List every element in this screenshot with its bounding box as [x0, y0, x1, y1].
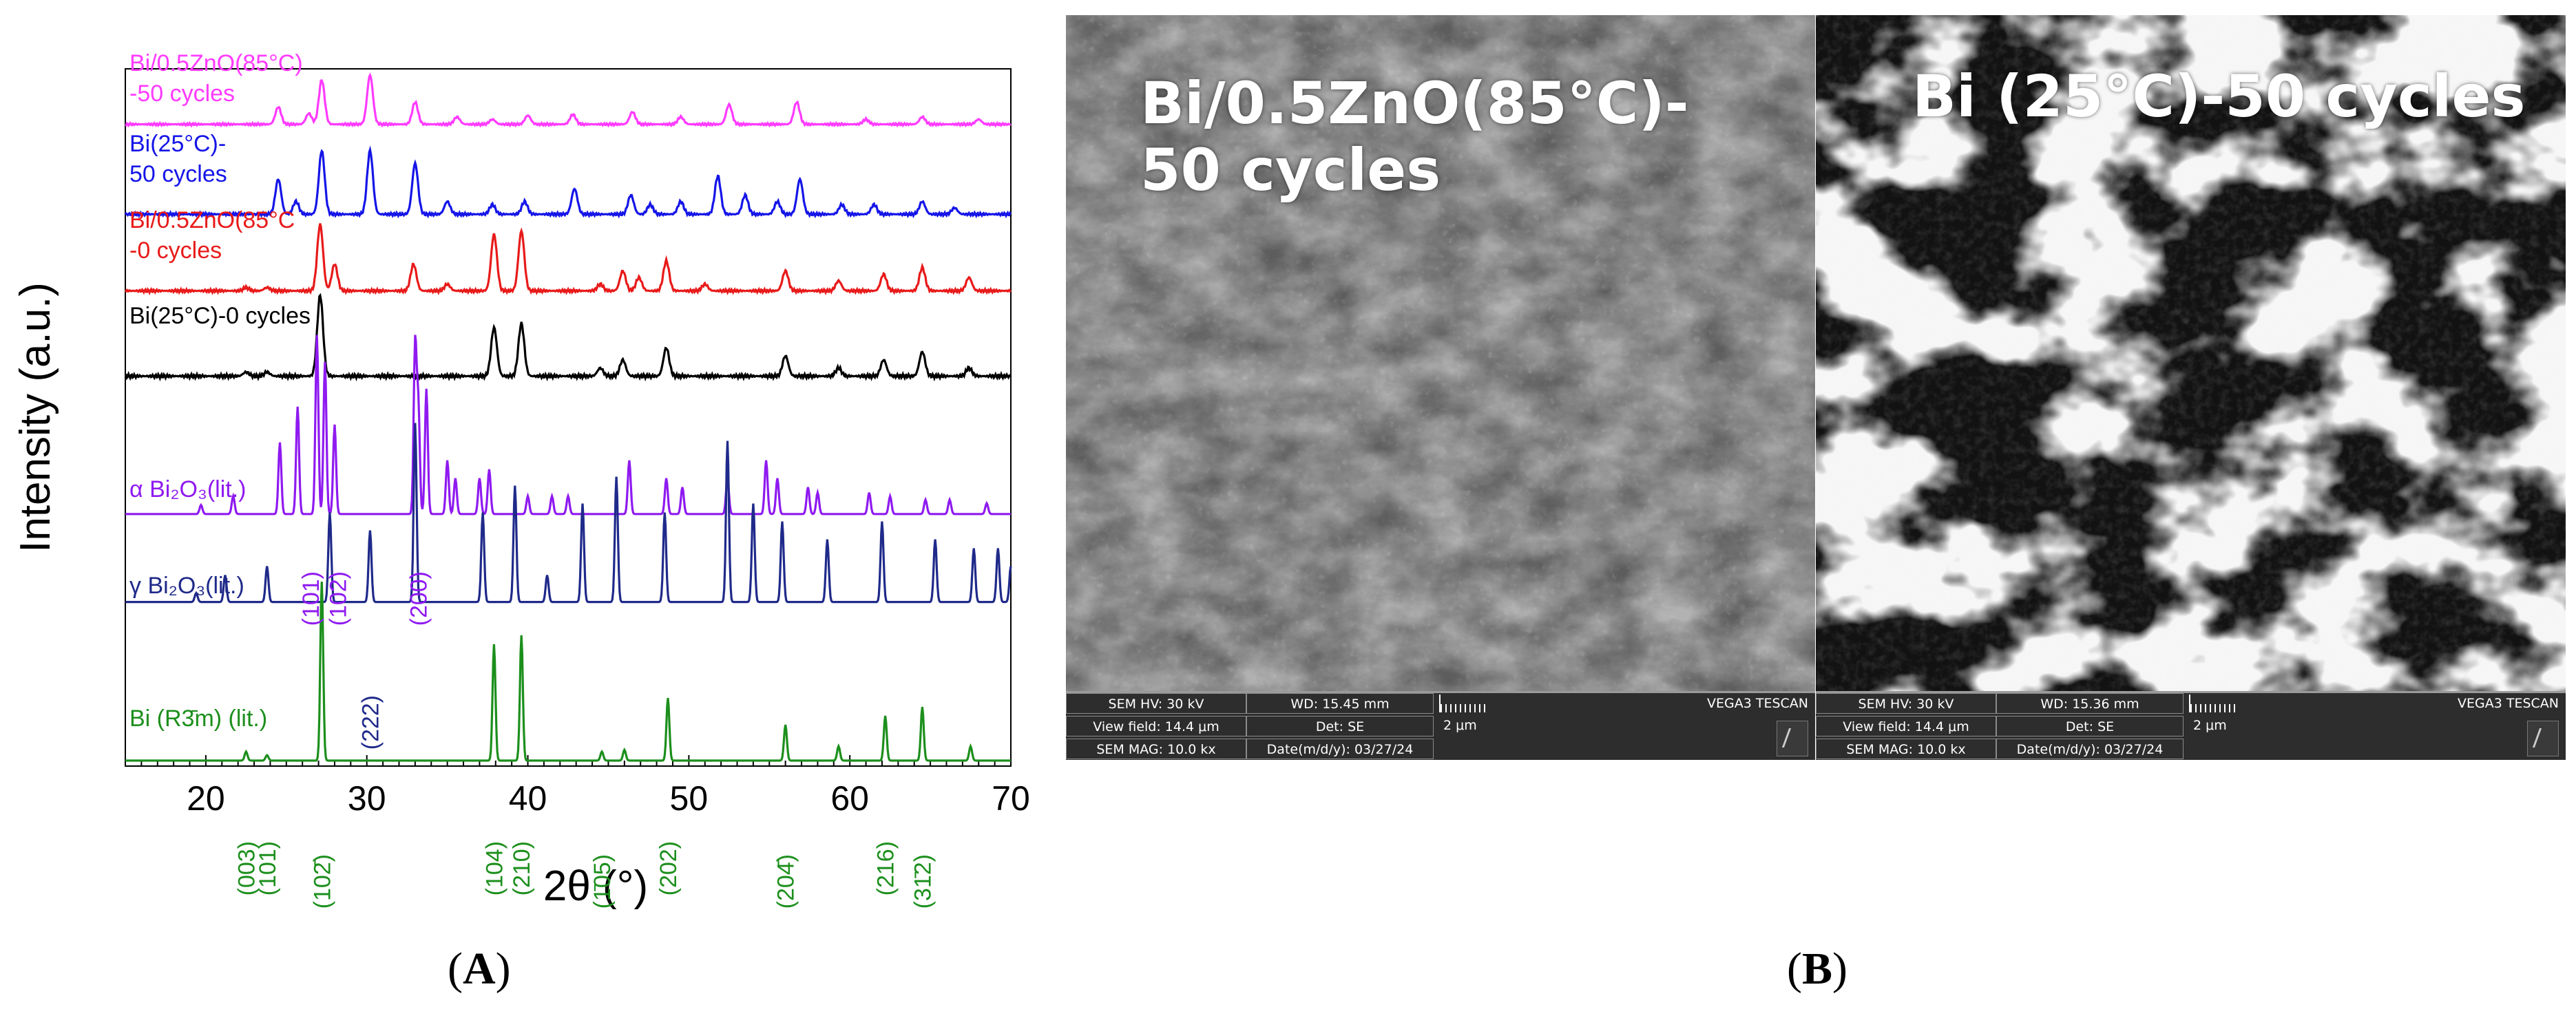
sem-image-left: Bi/0.5ZnO(85°C)- 50 cycles SEM HV: 30 kV…	[1066, 15, 1815, 760]
series-line-2	[124, 223, 1012, 296]
x-axis-label: 2θ (°)	[543, 862, 648, 910]
panel-a-caption: (A)	[448, 944, 511, 994]
series-label-1: Bi(25°C)-	[129, 131, 226, 157]
hkl-annotation: (202)	[656, 841, 682, 895]
y-axis-label: Intensity (a.u.)	[12, 282, 59, 553]
tescan-logo-icon	[1777, 721, 1808, 756]
sem-left-view-field: View field: 14.4 μm	[1066, 716, 1246, 736]
xrd-chart-panel: 20 30 40 50 60 70 2θ (°) Intensity (a.u.) Bi/0.5…	[0, 0, 1033, 1018]
sem-right-scale-bar	[2189, 694, 2239, 712]
hkl-annotation: (31̄2)	[910, 854, 936, 909]
sem-right-scale-label: 2 μm	[2193, 718, 2227, 733]
sem-right-title: Bi (25°C)-50 cycles	[1912, 63, 2532, 130]
sem-left-scale-label: 2 μm	[1443, 718, 1477, 733]
panel-b-letter: B	[1801, 944, 1833, 994]
series-line-1	[124, 145, 1012, 219]
series-label-2: -0 cycles	[129, 237, 222, 264]
panel-b-caption: (B)	[1787, 944, 1847, 994]
series-label-0: -50 cycles	[129, 81, 235, 107]
sem-right-title-text: Bi (25°C)-50 cycles	[1912, 63, 2526, 130]
hkl-annotation: (101)	[298, 571, 324, 626]
hkl-annotation: (210)	[509, 841, 535, 895]
x-tick-label: 40	[509, 779, 547, 818]
sem-right-wd: WD: 15.36 mm	[1996, 693, 2184, 714]
sem-micrograph-right	[1816, 15, 2566, 691]
xrd-chart: 20 30 40 50 60 70 2θ (°) Intensity (a.u.) Bi/0.5…	[12, 50, 1030, 910]
hkl-annotation: (216)	[873, 841, 899, 895]
sem-right-info-bar: SEM HV: 30 kV WD: 15.36 mm View field: 1…	[1816, 691, 2566, 760]
panel-a-letter: A	[462, 944, 496, 994]
series-label-2: Bi/0.5ZnO(85°C	[129, 207, 295, 233]
sem-image-right: Bi (25°C)-50 cycles SEM HV: 30 kV WD: 15…	[1816, 15, 2566, 760]
sem-right-date: Date(m/d/y): 03/27/24	[1996, 739, 2184, 759]
sem-left-hv: SEM HV: 30 kV	[1066, 693, 1246, 714]
sem-left-brand: VEGA3 TESCAN	[1707, 696, 1808, 711]
sem-left-mag: SEM MAG: 10.0 kx	[1066, 739, 1246, 759]
sem-right-brand: VEGA3 TESCAN	[2458, 696, 2559, 711]
x-tick-label: 60	[830, 779, 869, 818]
x-tick-label: 70	[992, 779, 1030, 818]
x-tick-label: 20	[187, 779, 225, 818]
hkl-annotation: (104)	[481, 841, 507, 895]
hkl-annotation: (1̄05)	[589, 854, 616, 909]
series-line-3	[125, 293, 1012, 382]
series-line-5	[125, 423, 1012, 604]
x-tick-label: 30	[348, 779, 386, 818]
hkl-annotation: (003)	[233, 841, 260, 895]
sem-left-title: Bi/0.5ZnO(85°C)- 50 cycles	[1140, 70, 1760, 203]
sem-micrograph-left	[1066, 15, 1815, 691]
series-line-4	[125, 335, 1011, 516]
series-label-5: γ Bi₂O₃(lit.)	[129, 573, 244, 599]
series-label-1: 50 cycles	[129, 161, 227, 187]
sem-right-view-field: View field: 14.4 μm	[1816, 716, 1996, 736]
x-tick-label: 50	[670, 779, 709, 818]
series-label-6: Bi (R3̄m) (lit.)	[129, 706, 267, 732]
sem-left-info-bar: SEM HV: 30 kV WD: 15.45 mm View field: 1…	[1066, 691, 1815, 760]
hkl-annotation: (222)	[357, 695, 384, 750]
series-label-3: Bi(25°C)-0 cycles	[129, 303, 311, 329]
sem-left-title-text: Bi/0.5ZnO(85°C)- 50 cycles	[1140, 70, 1689, 204]
sem-left-date: Date(m/d/y): 03/27/24	[1246, 739, 1434, 759]
hkl-annotation: (200)	[406, 571, 432, 626]
hkl-annotation: (102)	[326, 571, 352, 626]
sem-left-wd: WD: 15.45 mm	[1246, 693, 1434, 714]
plot-frame	[125, 68, 1012, 767]
hkl-annotation: (204̄)	[773, 854, 799, 909]
sem-right-hv: SEM HV: 30 kV	[1816, 693, 1996, 714]
hkl-annotation: (101)	[255, 841, 281, 895]
sem-left-det: Det: SE	[1246, 716, 1434, 736]
series-label-4: α Bi₂O₃(lit.)	[129, 476, 246, 502]
series-line-6	[125, 581, 1011, 762]
sem-right-det: Det: SE	[1996, 716, 2184, 736]
series-line-0	[125, 72, 1012, 128]
hkl-annotation: (102̄)	[309, 854, 335, 909]
sem-left-scale-bar	[1439, 694, 1489, 712]
sem-right-mag: SEM MAG: 10.0 kx	[1816, 739, 1996, 759]
tescan-logo-icon	[2527, 721, 2559, 756]
series-label-0: Bi/0.5ZnO(85°C)	[129, 50, 303, 76]
